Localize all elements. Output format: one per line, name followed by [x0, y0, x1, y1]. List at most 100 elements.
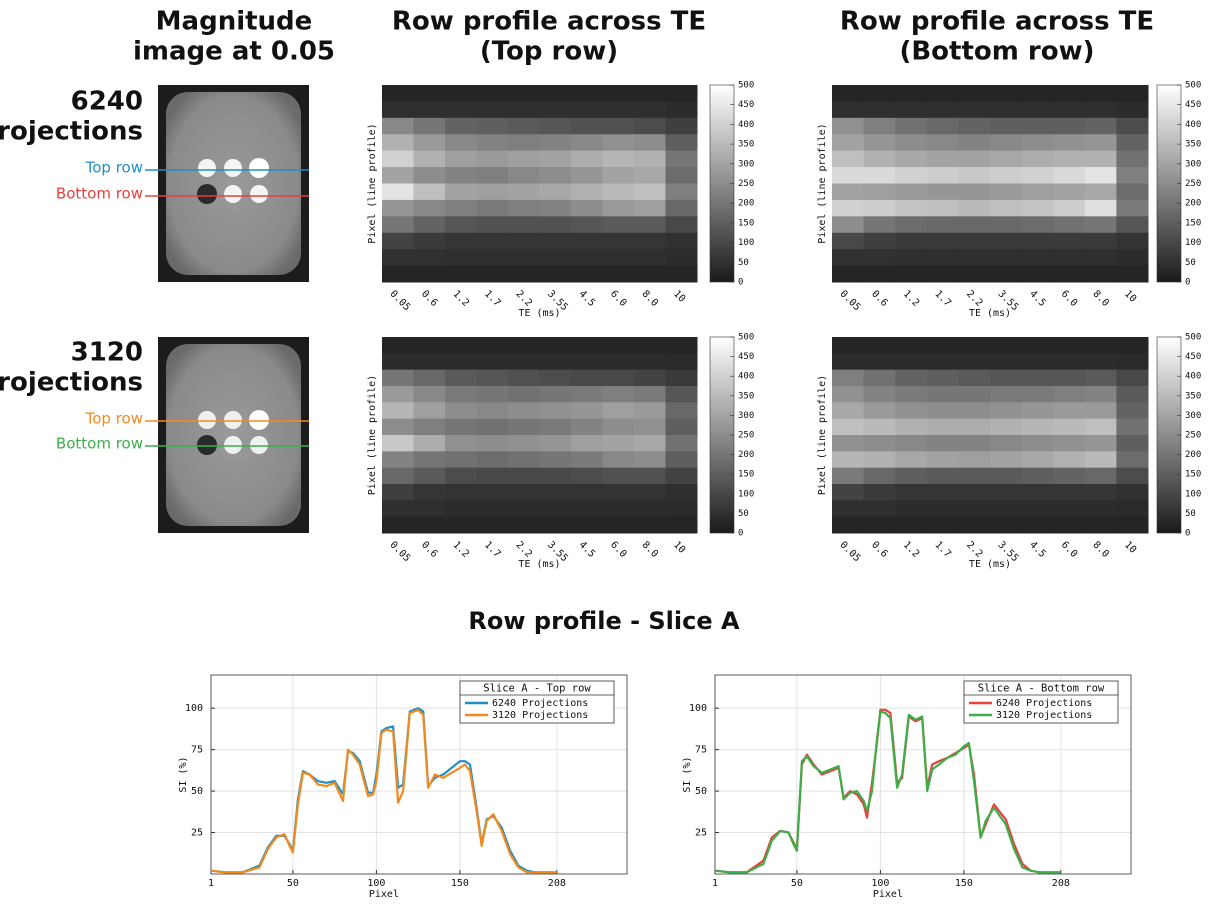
y-tick-label: 50: [191, 786, 203, 797]
heatmap-cell: [571, 516, 603, 534]
heatmap-cell: [926, 435, 959, 452]
heatmap-cell: [863, 249, 896, 267]
x-tick-label: 4.5: [577, 539, 598, 560]
heatmap-cell: [1021, 418, 1054, 436]
heatmap-cell: [926, 451, 959, 469]
heatmap-cell: [445, 353, 477, 371]
x-tick-label: 1: [208, 878, 214, 889]
x-tick-label: 0.05: [388, 288, 413, 313]
x-tick-label: 4.5: [1027, 539, 1048, 560]
x-tick-label: 0.6: [419, 539, 440, 560]
heatmap-cell: [990, 117, 1023, 135]
heatmap-cell: [1084, 435, 1117, 452]
heatmap-cell: [863, 85, 896, 102]
heatmap-cell: [413, 101, 446, 119]
heatmap-cell: [1053, 216, 1086, 234]
heatmap-cell: [539, 369, 572, 387]
heatmap-cell: [895, 216, 928, 234]
heatmap-cell: [1053, 386, 1086, 403]
heatmap-cell: [476, 199, 509, 217]
heatmap-cell: [665, 167, 698, 184]
heatmap-cell: [634, 386, 666, 403]
heatmap-cell: [571, 435, 603, 452]
heatmap-cell: [382, 484, 414, 501]
x-tick-label: 10: [1122, 288, 1138, 304]
x-tick-label: 1.2: [901, 288, 922, 309]
heatmap-cell: [1053, 337, 1086, 354]
heatmap-cell: [990, 216, 1023, 234]
heatmap-cell: [445, 500, 477, 518]
colorbar-tick-label: 450: [738, 352, 754, 362]
heatmap-cell: [990, 337, 1023, 354]
magnitude-image: [158, 85, 309, 282]
heatmap-cell: [445, 418, 477, 436]
heatmap-cell: [1084, 516, 1117, 534]
heatmap-cell: [863, 435, 896, 452]
heatmap-cell: [476, 249, 509, 267]
colorbar-tick-label: 50: [738, 258, 749, 268]
heatmap-cell: [990, 167, 1023, 184]
heatmap-cell: [539, 101, 572, 119]
heatmap-cell: [895, 249, 928, 267]
heatmap-cell: [958, 369, 991, 387]
x-tick-label: 0.05: [838, 539, 863, 564]
heatmap-cell: [382, 467, 414, 485]
x-axis-label: TE (ms): [969, 308, 1011, 319]
heatmap-cell: [634, 183, 666, 201]
heatmap-cell: [1116, 249, 1149, 267]
heatmap-cell: [895, 418, 928, 436]
heatmap-cell: [445, 402, 477, 420]
heatmap-cell: [895, 150, 928, 168]
x-tick-label: 2.2: [514, 288, 535, 309]
colorbar-tick-label: 100: [738, 238, 754, 248]
heatmap-cell: [476, 101, 509, 119]
heatmap-cell: [1084, 418, 1117, 436]
heatmap-cell: [382, 516, 414, 534]
axes-box: [210, 674, 628, 875]
x-tick-label: 10: [671, 288, 687, 304]
colorbar-tick-label: 150: [1185, 218, 1201, 228]
heatmap-cell: [926, 216, 959, 234]
heatmap-cell: [1053, 117, 1086, 135]
heatmap-cell: [571, 386, 603, 403]
heatmap-cell: [1116, 265, 1149, 283]
heatmap-cell: [602, 386, 635, 403]
legend-label: 3120 Projections: [996, 710, 1092, 721]
x-tick-label: 100: [367, 878, 385, 889]
heatmap-cell: [1084, 369, 1117, 387]
row-label: Projections: [0, 368, 143, 398]
x-tick-label: 1.7: [932, 288, 953, 309]
x-tick-label: 10: [1122, 539, 1138, 555]
heatmap-cell: [508, 265, 540, 283]
heatmap-cell: [634, 216, 666, 234]
heatmap-cell: [382, 85, 414, 102]
colorbar-tick-label: 500: [1185, 81, 1201, 91]
heatmap-cell: [476, 418, 509, 436]
heatmap-cell: [863, 484, 896, 501]
heatmap-cell: [602, 249, 635, 267]
heatmap-cell: [508, 232, 540, 250]
heatmap-cell: [539, 199, 572, 217]
heatmap-cell: [665, 500, 698, 518]
heatmap-cell: [476, 232, 509, 250]
heatmap-cell: [539, 150, 572, 168]
heatmap-cell: [832, 249, 865, 267]
y-tick-label: 100: [689, 703, 707, 714]
heatmap-cell: [539, 249, 572, 267]
heatmap-cell: [1084, 451, 1117, 469]
heatmap-cell: [1116, 467, 1149, 485]
heatmap-cell: [832, 337, 865, 354]
heatmap-cell: [863, 167, 896, 184]
heatmap-cell: [476, 85, 509, 102]
heatmap-cell: [539, 167, 572, 184]
heatmap-cell: [895, 451, 928, 469]
heatmap-cell: [926, 369, 959, 387]
heatmap-cell: [990, 353, 1023, 371]
heatmap-cell: [926, 265, 959, 283]
heatmap-cell: [1053, 150, 1086, 168]
heatmap-cell: [1116, 435, 1149, 452]
colorbar-tick-label: 400: [738, 120, 754, 130]
data-line: [714, 710, 1061, 874]
heatmap-cell: [508, 134, 540, 152]
heatmap-cell: [602, 183, 635, 201]
